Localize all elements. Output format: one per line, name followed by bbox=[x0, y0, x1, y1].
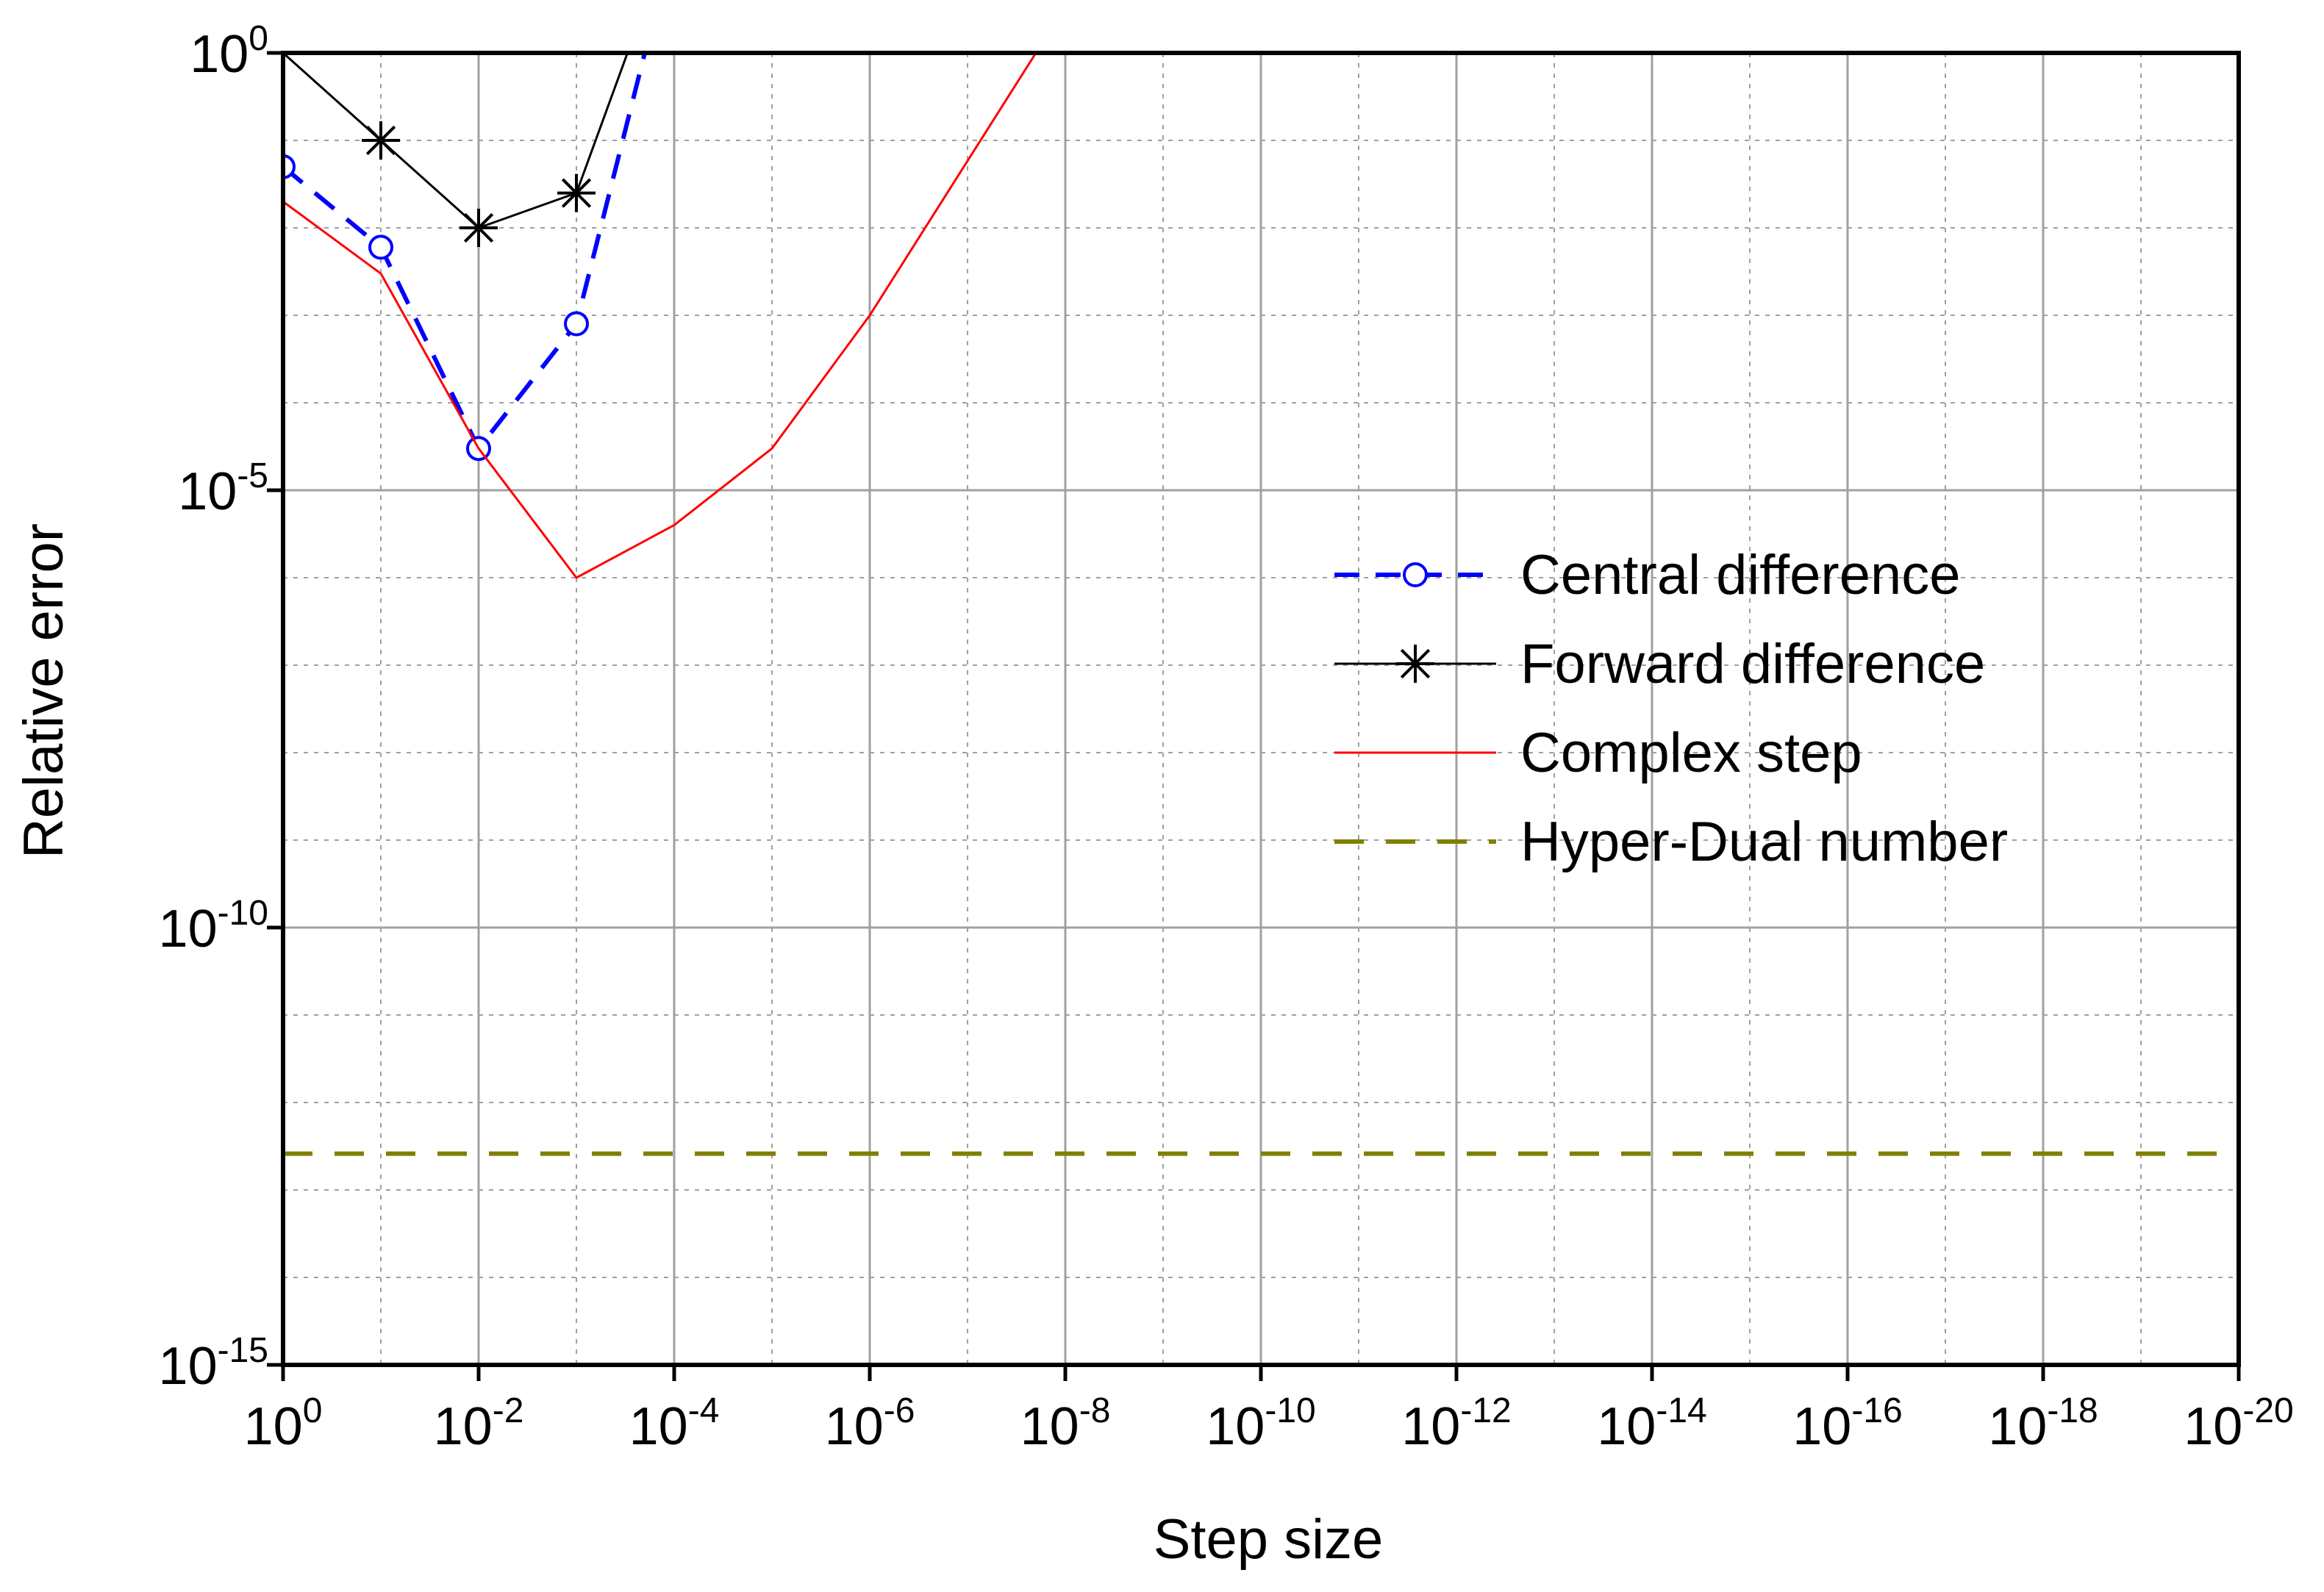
data-point bbox=[368, 234, 393, 260]
y-tick-label: 10-10 bbox=[159, 894, 268, 958]
x-tick-label: 10-12 bbox=[1401, 1391, 1511, 1456]
x-tick-label: 10-14 bbox=[1597, 1391, 1706, 1456]
series-2 bbox=[283, 53, 1037, 579]
data-point bbox=[557, 173, 596, 212]
data-point bbox=[362, 121, 400, 159]
x-tick-label: 10-2 bbox=[434, 1391, 524, 1456]
data-point bbox=[460, 209, 498, 247]
legend-item: Hyper-Dual number bbox=[1334, 811, 2008, 873]
x-tick-label: 10-4 bbox=[629, 1391, 720, 1456]
y-tick-label: 10-15 bbox=[159, 1331, 268, 1396]
y-axis-label: Relative error bbox=[12, 523, 75, 858]
legend: Central difference Forward difference Comp… bbox=[1334, 544, 2008, 873]
series-1 bbox=[283, 53, 629, 247]
legend-label: Forward difference bbox=[1520, 633, 1985, 695]
marker-stroke bbox=[561, 178, 592, 208]
marker-stroke bbox=[365, 125, 396, 156]
x-tick-label: 10-6 bbox=[825, 1391, 915, 1456]
x-tick-label: 10-10 bbox=[1206, 1391, 1315, 1456]
legend-label: Hyper-Dual number bbox=[1520, 811, 2008, 873]
data-point bbox=[564, 311, 589, 337]
x-tick-label: 10-20 bbox=[2184, 1391, 2293, 1456]
legend-marker bbox=[1403, 562, 1428, 587]
x-axis-label: Step size bbox=[1154, 1508, 1384, 1571]
series-layer bbox=[283, 53, 2239, 1156]
marker-stroke bbox=[1400, 648, 1431, 679]
legend-label: Central difference bbox=[1520, 544, 1961, 606]
marker-stroke bbox=[463, 212, 494, 243]
legend-item: Central difference bbox=[1334, 544, 1961, 606]
ticks: 100 10-2 10-4 10-6 10-8 10-10 10-12 10-14 10-16 1… bbox=[159, 19, 2294, 1456]
x-tick-label: 100 bbox=[244, 1391, 323, 1456]
y-tick-label: 10-5 bbox=[178, 456, 268, 521]
legend-label: Complex step bbox=[1520, 722, 1862, 784]
x-tick-label: 10-18 bbox=[1988, 1391, 2098, 1456]
series-line bbox=[283, 53, 1037, 579]
x-tick-label: 10-8 bbox=[1020, 1391, 1111, 1456]
legend-marker bbox=[1396, 645, 1434, 683]
legend-item: Complex step bbox=[1334, 722, 1862, 784]
legend-item: Forward difference bbox=[1334, 633, 1985, 695]
grid bbox=[283, 53, 2239, 1365]
x-tick-label: 10-16 bbox=[1792, 1391, 1902, 1456]
data-point bbox=[283, 154, 296, 179]
y-tick-label: 100 bbox=[190, 19, 268, 84]
